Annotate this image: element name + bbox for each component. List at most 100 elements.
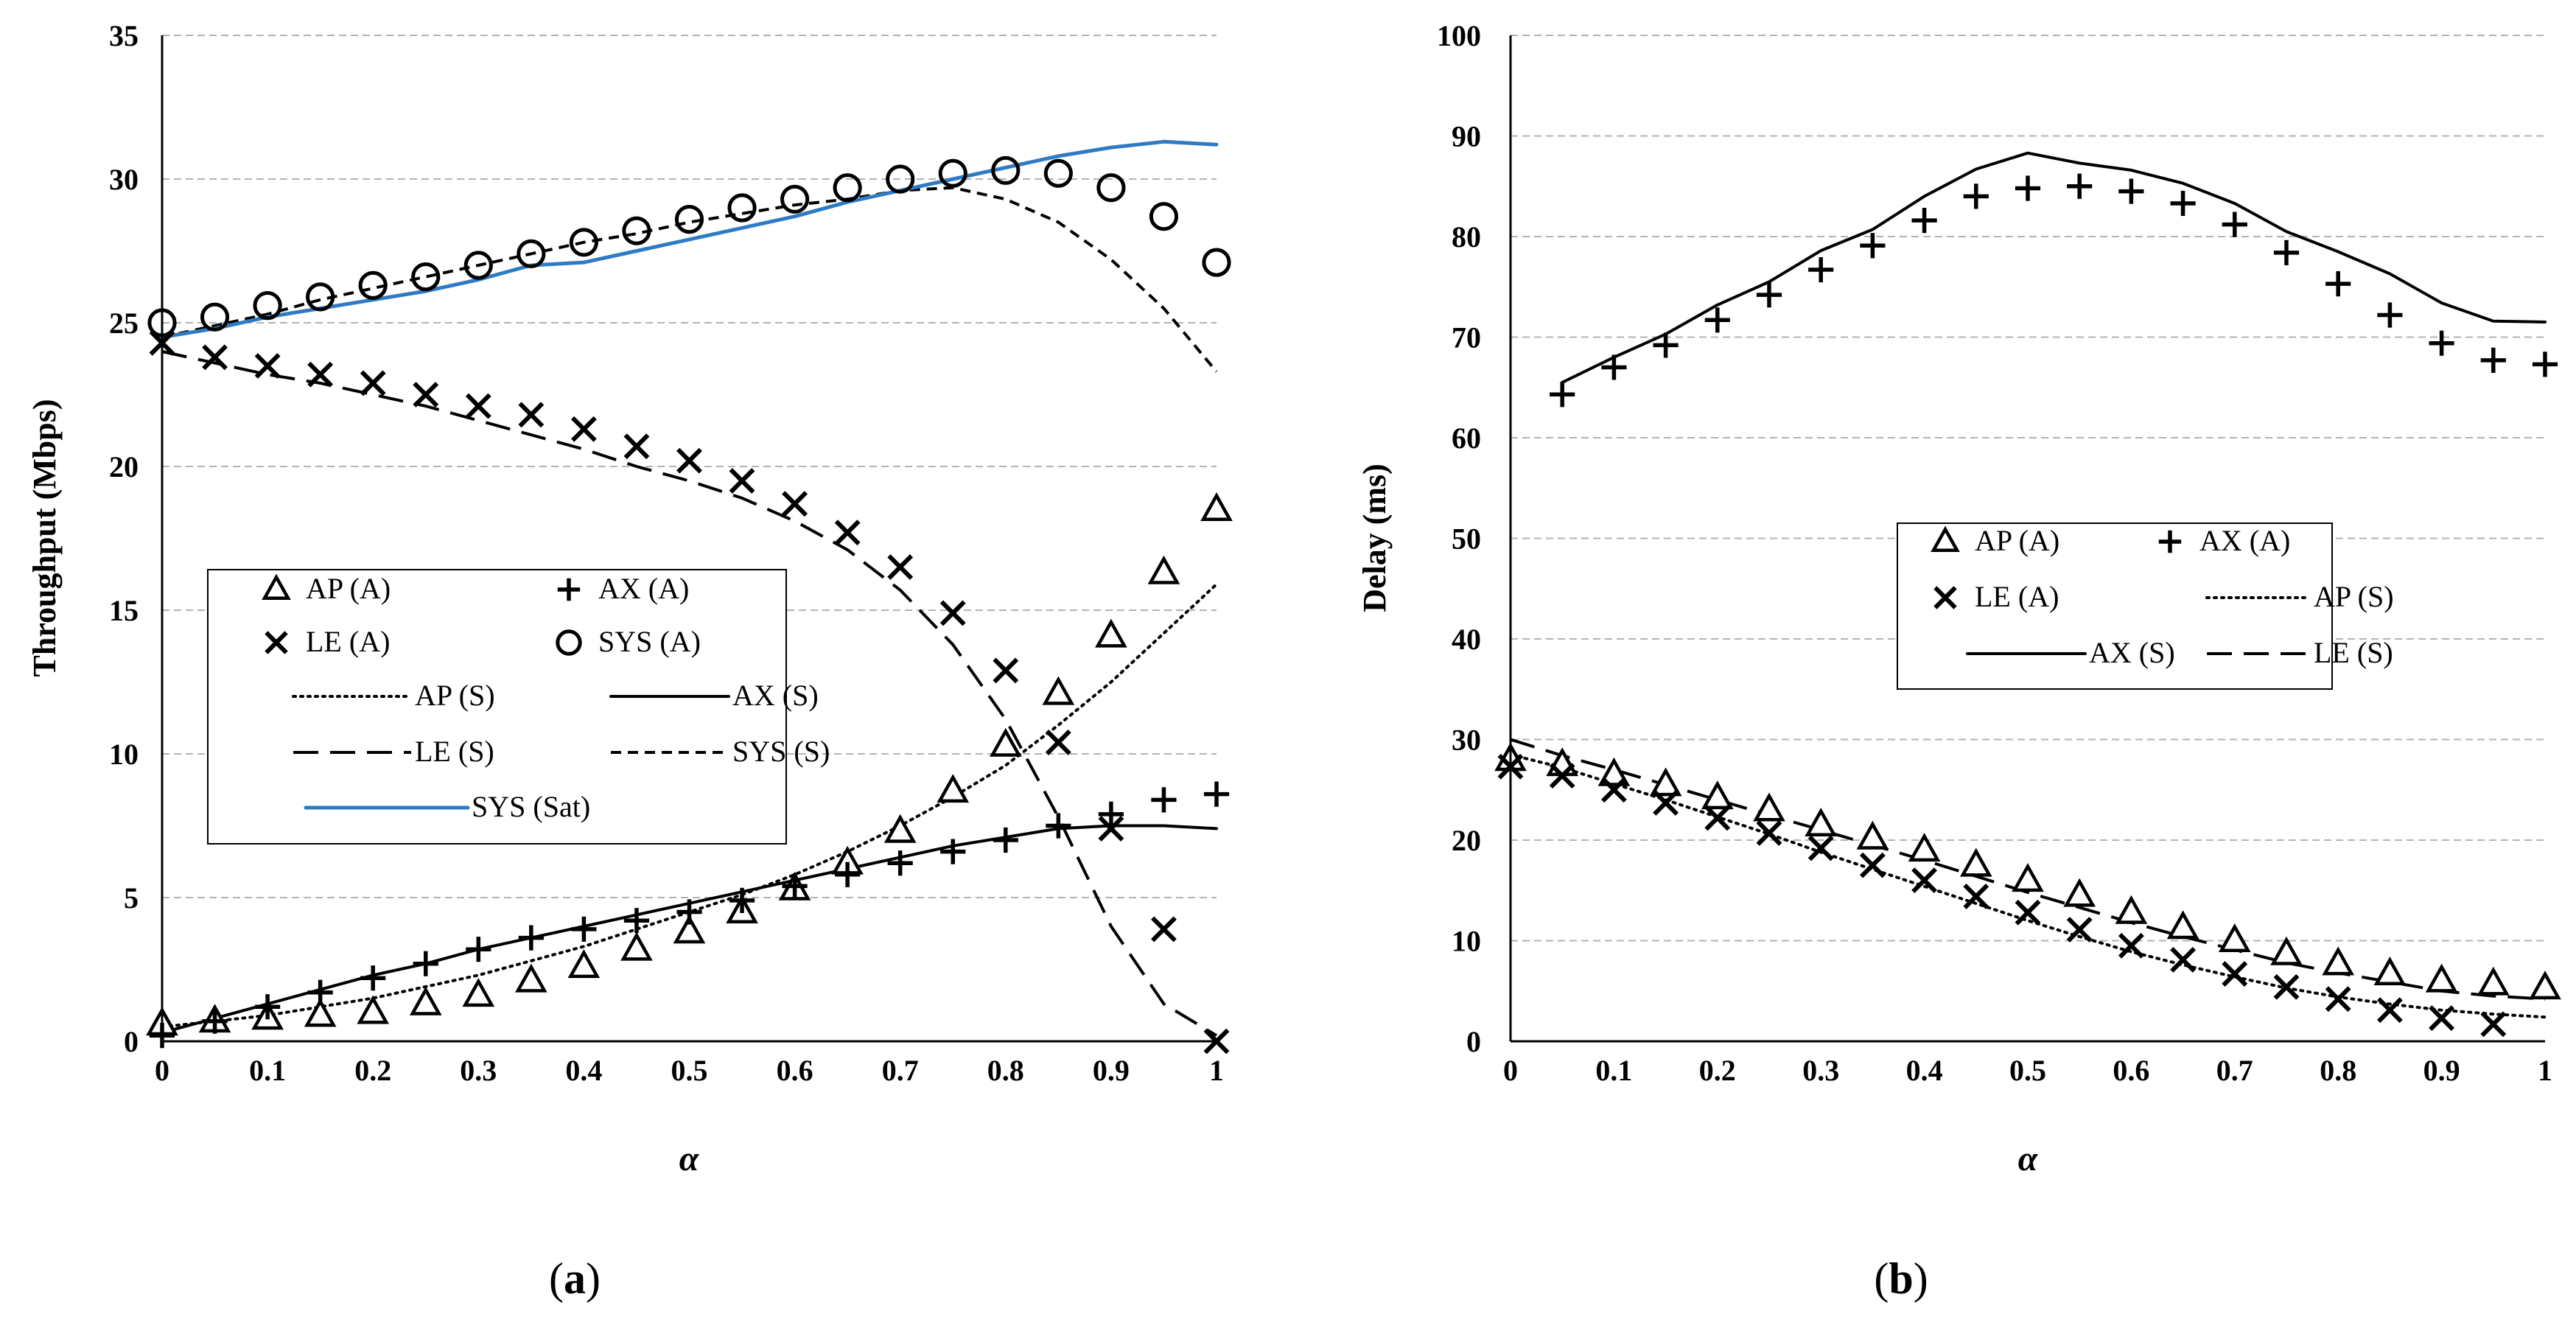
- series-line-a-sys-sat: [160, 139, 1219, 339]
- y-tick-labels-b: 0 10 20 30 40 50 60 70 80 90 100: [1437, 19, 1481, 1058]
- marker-b-le-a-5: [1756, 820, 1782, 846]
- legend-swatch-b-le-a: [1933, 586, 1957, 609]
- marker-a-le-a-13: [834, 520, 861, 546]
- x-tick-a-1: 0.1: [249, 1054, 286, 1087]
- marker-a-sys-a-8: [569, 228, 599, 257]
- legend-swatch-b-ax-a: [2158, 530, 2182, 553]
- series-markers-a-sys-a: [147, 155, 1231, 338]
- y-tick-b-8: 80: [1452, 220, 1481, 254]
- legend-label-b-le-a: LE (A): [1975, 580, 2059, 613]
- marker-a-ax-a-15: [940, 839, 966, 864]
- legend-label-a-sys-a: SYS (A): [598, 625, 701, 658]
- marker-a-ax-a-19: [1151, 787, 1177, 813]
- marker-a-sys-a-3: [306, 282, 335, 312]
- marker-a-ax-a-1: [202, 1008, 228, 1034]
- marker-a-ax-a-10: [676, 899, 702, 925]
- marker-a-ap-a-4: [357, 995, 390, 1024]
- marker-b-ax-a-14: [2222, 211, 2247, 237]
- marker-b-ap-a-7: [1856, 820, 1889, 850]
- x-tick-a-0: 0: [155, 1054, 169, 1087]
- legend-swatch-a-ap-a: [262, 573, 291, 601]
- marker-a-sys-a-7: [517, 239, 546, 268]
- marker-a-sys-a-15: [938, 158, 967, 188]
- marker-a-le-a-12: [782, 491, 808, 517]
- y-tick-a-3: 15: [109, 594, 139, 627]
- marker-b-ap-a-3: [1649, 767, 1682, 797]
- marker-b-ax-a-9: [1963, 183, 1989, 209]
- marker-a-sys-a-12: [780, 184, 810, 214]
- y-tick-b-5: 50: [1452, 522, 1481, 556]
- marker-b-le-a-3: [1653, 790, 1679, 816]
- x-tick-a-3: 0.3: [460, 1054, 497, 1087]
- grid-b: [1511, 35, 2545, 942]
- marker-a-ap-a-8: [567, 949, 601, 979]
- legend-swatch-b-ap-a: [1931, 525, 1960, 553]
- marker-a-ax-a-5: [413, 951, 438, 976]
- marker-a-ap-a-16: [989, 727, 1022, 757]
- x-tick-b-3: 0.3: [1802, 1054, 1839, 1087]
- marker-b-ap-a-13: [2166, 910, 2199, 940]
- marker-b-ax-a-12: [2118, 178, 2144, 204]
- legend-box-a: [207, 569, 787, 845]
- x-tick-b-9: 0.9: [2423, 1054, 2460, 1087]
- legend-b: AP (A) AX (A) LE (A) AP (S) AX (S) LE (S): [1897, 522, 2394, 690]
- marker-a-sys-a-5: [411, 262, 441, 292]
- marker-a-ax-a-17: [1046, 813, 1071, 839]
- marker-b-le-a-14: [2222, 961, 2248, 987]
- marker-a-sys-a-11: [727, 193, 757, 223]
- x-tick-a-6: 0.6: [777, 1054, 813, 1087]
- marker-a-le-a-7: [518, 402, 545, 428]
- marker-a-sys-a-14: [886, 164, 915, 194]
- marker-a-ap-a-5: [409, 986, 442, 1015]
- x-tick-b-6: 0.6: [2113, 1054, 2149, 1087]
- marker-a-sys-a-16: [991, 155, 1021, 185]
- y-tick-b-7: 70: [1452, 321, 1481, 354]
- x-axis-label-a: α: [679, 1139, 700, 1178]
- marker-b-le-a-19: [2480, 1011, 2507, 1038]
- legend-items-b: AP (A) AX (A) LE (A) AP (S) AX (S) LE (S): [1931, 524, 2394, 669]
- marker-b-ap-a-9: [1959, 847, 1992, 877]
- marker-a-le-a-6: [465, 393, 491, 419]
- marker-b-ap-a-8: [1908, 833, 1941, 862]
- marker-b-ap-a-19: [2477, 966, 2510, 996]
- marker-a-ap-a-6: [462, 978, 495, 1007]
- y-tick-a-7: 35: [109, 19, 139, 52]
- marker-a-sys-a-9: [622, 216, 651, 245]
- marker-b-ap-a-12: [2115, 895, 2148, 924]
- y-axis-label-a: Throughput (Mbps): [27, 399, 63, 677]
- y-tick-b-6: 60: [1452, 422, 1481, 455]
- marker-a-le-a-15: [939, 600, 966, 626]
- marker-a-ax-a-16: [993, 827, 1018, 853]
- legend-label-b-ax-a: AX (A): [2199, 524, 2290, 557]
- y-tick-b-2: 20: [1452, 824, 1481, 857]
- y-tick-labels-a: 0 5 10 15 20 25 30 35: [109, 19, 139, 1058]
- marker-b-ax-a-10: [2015, 175, 2041, 201]
- marker-b-ax-a-2: [1601, 354, 1627, 380]
- marker-b-ap-a-18: [2425, 963, 2458, 993]
- legend-label-a-ax-a: AX (A): [598, 572, 689, 605]
- caption-b: (b): [1874, 1254, 1928, 1303]
- legend-box-b: [1897, 522, 2333, 690]
- marker-a-le-a-14: [887, 554, 914, 580]
- x-tick-a-2: 0.2: [354, 1054, 391, 1087]
- marker-b-ap-a-20: [2529, 971, 2561, 1000]
- marker-b-ax-a-19: [2480, 347, 2506, 373]
- y-tick-b-4: 40: [1452, 623, 1481, 656]
- legend-label-a-le-s: LE (S): [415, 735, 494, 768]
- x-tick-b-5: 0.5: [2009, 1054, 2046, 1087]
- marker-a-sys-a-13: [833, 173, 862, 203]
- legend-label-a-le-a: LE (A): [306, 625, 390, 658]
- marker-b-le-a-15: [2273, 973, 2300, 1000]
- legend-a: AP (A) AX (A) LE (A) SYS (A) AP (S) AX (S) LE …: [207, 569, 830, 845]
- marker-a-sys-a-19: [1149, 202, 1179, 231]
- marker-a-ax-a-4: [360, 965, 386, 991]
- marker-a-ax-a-6: [466, 937, 491, 962]
- marker-a-ax-a-8: [571, 916, 597, 942]
- marker-a-ap-a-3: [304, 998, 337, 1027]
- legend-label-b-ap-a: AP (A): [1975, 524, 2059, 557]
- marker-b-ax-a-3: [1653, 332, 1679, 358]
- marker-a-le-a-3: [307, 361, 334, 388]
- series-line-b-ax-s: [1561, 151, 2547, 384]
- marker-a-ap-a-15: [937, 774, 970, 803]
